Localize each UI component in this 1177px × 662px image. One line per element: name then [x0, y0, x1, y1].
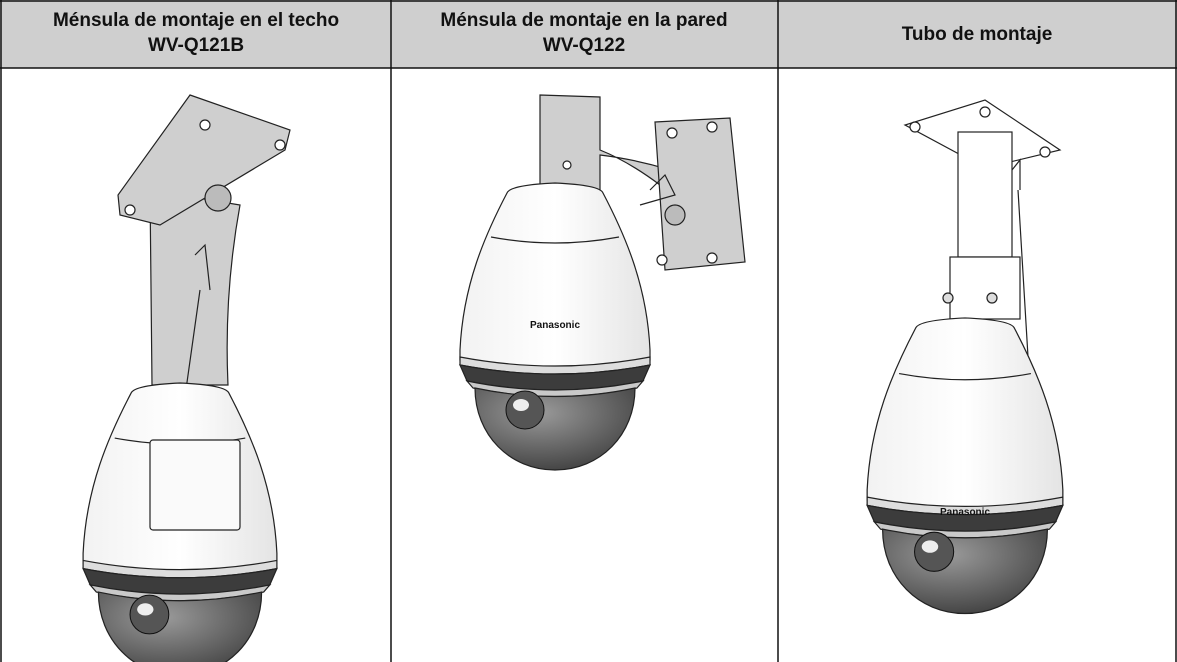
illustration-ceiling-bracket	[82, 94, 291, 662]
illustration-mounting-tube: Panasonic	[866, 99, 1064, 615]
header-model: WV-Q121B	[148, 35, 244, 56]
header-title: Tubo de montaje	[902, 24, 1053, 45]
header-row	[0, 0, 1177, 68]
header-title: Ménsula de montaje en la pared	[440, 10, 727, 31]
illustration-wall-bracket: Panasonic	[459, 94, 746, 471]
brand-label: Panasonic	[940, 507, 990, 518]
header-title: Ménsula de montaje en el techo	[53, 10, 339, 31]
brand-label: Panasonic	[530, 320, 580, 331]
header-model: WV-Q122	[543, 35, 625, 56]
